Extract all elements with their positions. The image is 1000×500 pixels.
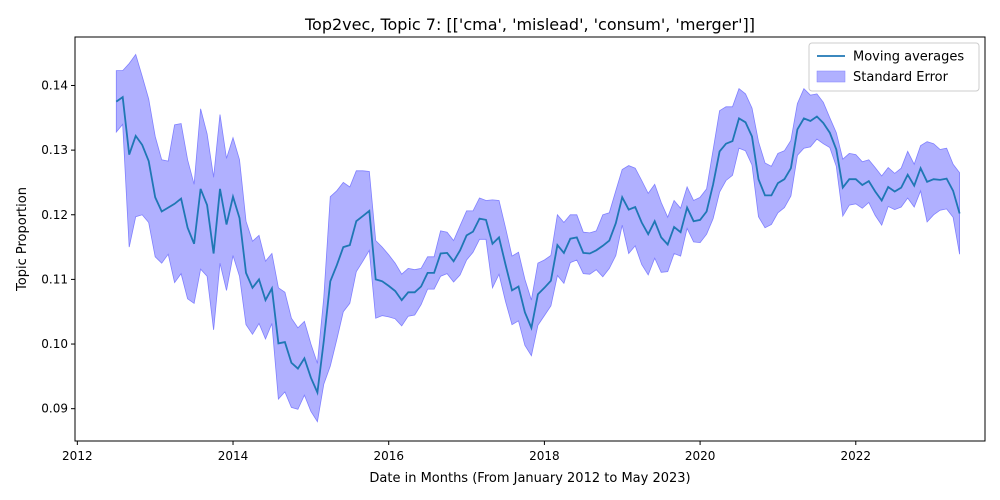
y-axis-label: Topic Proportion: [15, 187, 30, 292]
chart-title: Top2vec, Topic 7: [['cma', 'mislead', 'c…: [304, 15, 755, 34]
x-tick-label: 2022: [841, 449, 872, 463]
moving-averages-line: [115, 95, 961, 396]
y-axis-ticks: 0.09 0.10 0.11 0.12 0.13 0.14: [41, 78, 75, 416]
x-tick-label: 2014: [218, 449, 249, 463]
y-tick-label: 0.10: [41, 337, 68, 351]
x-tick-label: 2018: [529, 449, 560, 463]
legend-box: [808, 42, 980, 92]
plot-area: [115, 53, 961, 423]
standard-error-band: [115, 53, 960, 423]
x-tick-label: 2020: [685, 449, 716, 463]
y-tick-label: 0.13: [41, 143, 68, 157]
legend-label-standard-error: Standard Error: [853, 70, 949, 85]
y-tick-label: 0.12: [41, 208, 68, 222]
legend: Moving averages Standard Error: [808, 42, 980, 92]
legend-band-swatch: [816, 70, 846, 83]
x-axis-label: Date in Months (From January 2012 to May…: [369, 471, 690, 486]
plot-frame: [74, 36, 986, 442]
y-tick-label: 0.11: [41, 272, 68, 286]
legend-label-moving-averages: Moving averages: [853, 50, 964, 65]
x-tick-label: 2012: [62, 449, 93, 463]
y-tick-label: 0.09: [41, 402, 68, 416]
y-tick-label: 0.14: [41, 78, 68, 92]
x-tick-label: 2016: [373, 449, 404, 463]
x-axis-ticks: 2012 2014 2016 2018 2020 2022: [62, 441, 871, 463]
